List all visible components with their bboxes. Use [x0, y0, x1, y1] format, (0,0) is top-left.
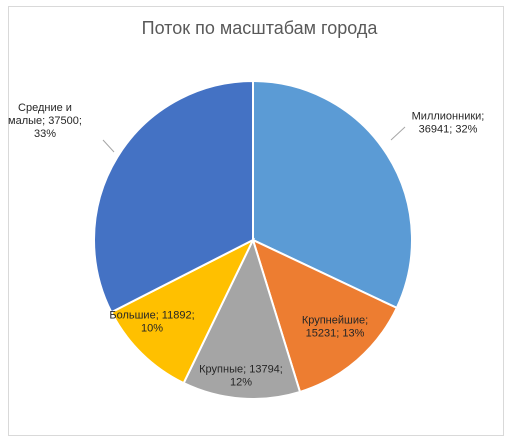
- data-label-line: Крупнейшие;: [302, 315, 368, 327]
- pie-slice-3: [182, 237, 302, 400]
- pie-slice-5: [93, 79, 254, 314]
- data-label-line: 10%: [141, 323, 163, 335]
- leader-line-1: [390, 126, 406, 141]
- pie-slice-1: [252, 79, 413, 310]
- data-label-3: Крупные; 13794; 12%: [199, 364, 283, 389]
- pie-slices: [93, 79, 413, 400]
- leader-lines: [102, 126, 406, 153]
- chart-title: Поток по масштабам города: [141, 18, 378, 38]
- data-label-1: Миллионники; 36941; 32%: [412, 111, 485, 136]
- data-label-5: Средние и малые; 37500; 33%: [8, 102, 82, 140]
- data-label-2: Крупнейшие; 15231; 13%: [302, 315, 368, 340]
- data-label-line: Большие; 11892;: [109, 310, 194, 322]
- data-label-line: Средние и: [18, 102, 72, 114]
- data-label-line: 15231; 13%: [306, 328, 365, 340]
- data-label-line: 12%: [230, 377, 252, 389]
- data-label-line: 36941; 32%: [419, 124, 478, 136]
- data-label-line: малые; 37500;: [8, 115, 82, 127]
- data-label-line: Миллионники;: [412, 111, 485, 123]
- pie-slice-4: [110, 237, 256, 385]
- data-label-4: Большие; 11892; 10%: [109, 310, 194, 335]
- data-label-line: 33%: [34, 128, 56, 140]
- leader-line-5: [102, 139, 115, 153]
- data-label-line: Крупные; 13794;: [199, 364, 283, 376]
- data-labels: Миллионники; 36941; 32% Крупнейшие; 15231; …: [8, 102, 484, 389]
